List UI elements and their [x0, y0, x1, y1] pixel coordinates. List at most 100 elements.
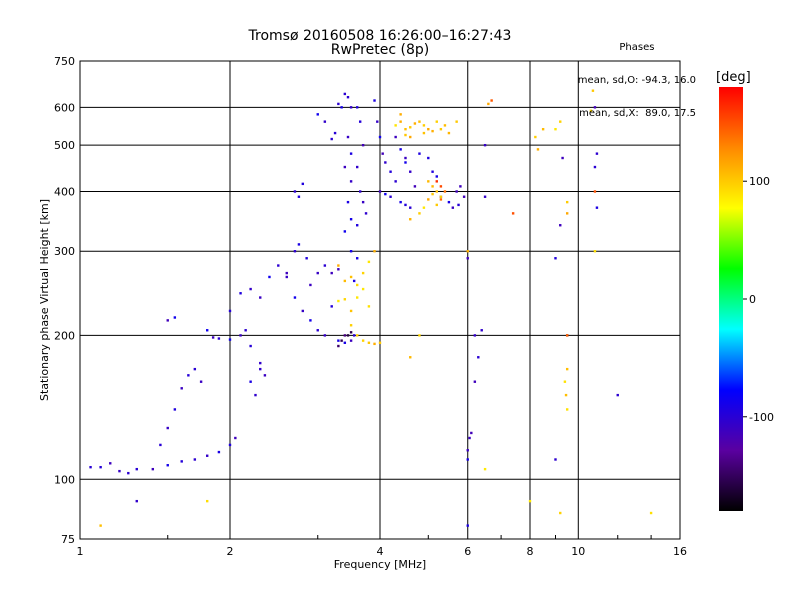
data-point — [487, 102, 490, 106]
data-point — [565, 367, 569, 371]
data-point — [337, 102, 340, 106]
data-point — [340, 106, 343, 109]
data-point — [355, 224, 359, 227]
data-point — [394, 124, 397, 127]
data-point — [595, 206, 599, 209]
data-point — [217, 337, 221, 340]
data-point — [473, 380, 477, 383]
data-point — [409, 135, 412, 139]
data-point — [384, 192, 387, 196]
data-point — [316, 271, 319, 275]
data-point — [285, 271, 288, 275]
data-point — [166, 464, 169, 467]
data-point — [399, 113, 402, 116]
y-tick-label: 100 — [54, 473, 75, 486]
data-point — [554, 458, 557, 461]
data-point — [259, 361, 262, 365]
data-point — [435, 120, 438, 123]
data-point — [343, 92, 347, 96]
data-point — [349, 180, 353, 183]
data-point — [330, 271, 333, 275]
data-point — [301, 309, 305, 313]
data-point — [378, 190, 382, 193]
data-point — [254, 393, 257, 397]
phase-x-stats: mean, sd,X: 89.0, 17.5 — [579, 108, 696, 119]
data-point — [323, 120, 327, 123]
data-point — [593, 106, 597, 109]
data-point — [404, 156, 407, 160]
phase-stats: Phases mean, sd,O: -94.3, 16.0 mean, sd,… — [578, 20, 696, 130]
data-point — [151, 467, 155, 471]
data-point — [367, 260, 371, 264]
x-tick-label: 10 — [571, 545, 585, 558]
data-point — [477, 356, 480, 359]
data-point — [109, 462, 112, 465]
data-point — [349, 218, 353, 221]
data-point — [427, 156, 430, 160]
data-point — [330, 305, 333, 308]
data-point — [483, 467, 487, 471]
data-point — [173, 408, 177, 411]
data-point — [217, 450, 221, 454]
x-tick-label: 4 — [377, 545, 384, 558]
data-point — [316, 113, 319, 116]
data-point — [435, 190, 438, 193]
data-point — [358, 190, 362, 193]
x-axis-label: Frequency [MHz] — [334, 558, 426, 571]
data-point — [466, 449, 469, 452]
data-point — [285, 275, 288, 279]
data-point — [418, 334, 421, 337]
data-point — [361, 287, 365, 291]
data-point — [399, 200, 402, 204]
data-point — [343, 298, 347, 301]
data-point — [473, 334, 477, 337]
data-point — [305, 257, 308, 260]
data-point — [99, 465, 102, 469]
data-point — [337, 264, 340, 267]
data-point — [418, 212, 421, 215]
data-point — [418, 152, 421, 155]
data-point — [239, 334, 242, 337]
data-point — [349, 250, 353, 253]
y-tick-label: 600 — [54, 101, 75, 114]
data-point — [483, 143, 487, 147]
data-point — [249, 344, 252, 348]
data-point — [447, 131, 451, 135]
data-point — [457, 203, 460, 207]
data-point — [470, 431, 473, 435]
data-point — [346, 200, 350, 204]
data-point — [435, 175, 438, 178]
phase-o-stats: mean, sd,O: -94.3, 16.0 — [577, 75, 696, 86]
data-point — [511, 212, 515, 215]
data-point — [466, 257, 469, 260]
data-point — [355, 283, 359, 287]
data-point — [361, 271, 365, 275]
data-point — [409, 126, 412, 129]
data-point — [404, 203, 407, 207]
data-point — [373, 99, 376, 102]
data-point — [228, 338, 232, 341]
data-point — [361, 143, 365, 147]
data-point — [435, 203, 438, 207]
colorbar-label: 0 — [749, 293, 756, 306]
data-point — [301, 182, 305, 186]
data-point — [593, 250, 597, 253]
data-point — [483, 195, 487, 198]
grid-lines — [80, 61, 680, 539]
colorbar-unit: [deg] — [716, 70, 751, 85]
data-point — [333, 131, 337, 135]
data-point — [355, 334, 359, 337]
data-point — [468, 436, 471, 440]
data-point — [378, 135, 382, 139]
data-point — [593, 165, 597, 169]
data-point — [404, 161, 407, 164]
phase-heading: Phases — [619, 42, 655, 53]
data-point — [259, 296, 262, 299]
data-point — [135, 499, 138, 503]
data-point — [358, 120, 362, 123]
data-point — [431, 192, 434, 196]
x-tick-label: 1 — [77, 545, 84, 558]
x-tick-label: 2 — [227, 545, 234, 558]
data-point — [409, 356, 412, 359]
data-point — [409, 170, 412, 173]
